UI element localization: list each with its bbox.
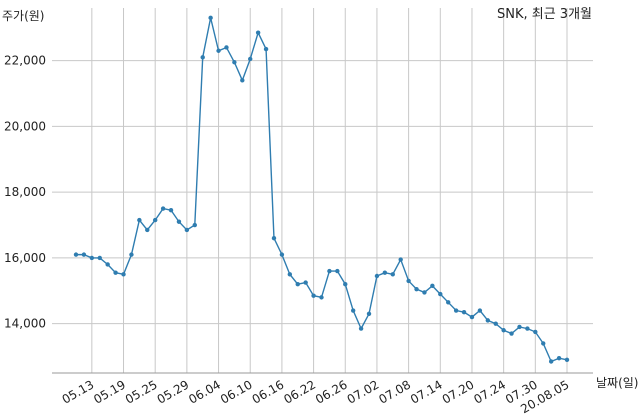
- y-gridlines: [52, 60, 593, 325]
- data-point: [533, 329, 538, 335]
- data-point: [263, 46, 269, 52]
- data-point: [295, 282, 300, 287]
- data-point: [184, 227, 190, 233]
- data-point: [240, 78, 245, 83]
- data-point: [319, 295, 324, 300]
- data-point: [216, 48, 221, 53]
- data-point: [97, 255, 102, 261]
- x-tick-label: 07.20: [440, 377, 477, 406]
- x-tick-label: 05.19: [91, 377, 128, 406]
- x-gridlines: [91, 8, 568, 373]
- data-point: [343, 282, 348, 287]
- data-point: [176, 219, 182, 224]
- data-point: [374, 273, 380, 279]
- data-point: [461, 309, 467, 315]
- data-point: [73, 252, 79, 257]
- data-point: [311, 293, 316, 298]
- data-point: [366, 311, 372, 317]
- data-point: [501, 328, 506, 333]
- x-tick-label: 05.29: [155, 377, 192, 406]
- data-point: [541, 341, 546, 346]
- data-point: [168, 208, 174, 213]
- series-line: [76, 17, 568, 363]
- y-tick-label: 20,000: [4, 119, 46, 133]
- x-axis-title: 날짜(일): [596, 376, 638, 390]
- data-point: [390, 272, 395, 277]
- data-point: [358, 326, 364, 331]
- data-point: [113, 270, 118, 275]
- data-point: [556, 356, 562, 361]
- data-point: [422, 290, 427, 295]
- data-point: [525, 326, 530, 331]
- data-point: [105, 262, 110, 267]
- y-tick-label: 14,000: [4, 317, 46, 331]
- x-tick-label: 07.14: [408, 377, 445, 406]
- y-tick-label: 22,000: [4, 54, 46, 68]
- data-point: [327, 268, 332, 274]
- data-point: [152, 217, 158, 223]
- x-tick-label: 06.10: [218, 377, 255, 406]
- chart-title: SNK, 최근 3개월: [497, 7, 592, 22]
- x-tick-label: 07.08: [376, 377, 413, 406]
- data-point: [469, 314, 475, 320]
- x-tick-label: 05.25: [123, 377, 160, 406]
- data-point: [208, 15, 213, 21]
- data-point: [255, 30, 261, 35]
- data-point: [145, 227, 150, 233]
- data-point: [160, 206, 166, 211]
- data-point: [287, 272, 293, 277]
- data-point: [446, 300, 451, 305]
- data-point: [303, 280, 308, 285]
- x-tick-label: 07.24: [471, 377, 508, 406]
- y-tick-label: 18,000: [4, 185, 46, 199]
- x-tick-label: 06.26: [313, 377, 350, 406]
- data-point: [335, 268, 340, 274]
- data-point: [248, 56, 253, 62]
- data-point: [121, 272, 126, 277]
- y-axis-title: 주가(원): [2, 9, 44, 23]
- data-point: [232, 60, 237, 65]
- y-tick-label: 16,000: [4, 251, 46, 265]
- data-point: [224, 45, 229, 50]
- data-point: [200, 55, 205, 60]
- x-tick-labels: 05.1305.1905.2505.2906.0406.1006.1606.22…: [60, 377, 572, 414]
- x-tick-label: 07.02: [345, 377, 382, 406]
- x-tick-label: 06.22: [281, 377, 318, 406]
- x-tick-label: 05.13: [60, 377, 97, 406]
- data-point: [493, 321, 498, 326]
- data-point: [350, 308, 356, 313]
- data-point: [89, 255, 95, 261]
- data-point: [438, 291, 443, 297]
- data-point: [406, 278, 411, 284]
- series-points: [73, 15, 570, 364]
- data-point: [477, 308, 483, 313]
- data-point: [129, 252, 134, 257]
- data-point: [271, 235, 277, 241]
- y-tick-labels: 14,000 16,000 18,000 20,000 22,000: [4, 54, 46, 331]
- data-point: [414, 286, 419, 292]
- data-point: [509, 331, 514, 336]
- x-tick-label: 06.16: [250, 377, 287, 406]
- data-point: [279, 252, 285, 257]
- data-point: [548, 359, 554, 364]
- x-tick-label: 06.04: [186, 377, 223, 406]
- data-point: [485, 318, 491, 323]
- data-point: [192, 222, 197, 228]
- data-point: [382, 270, 388, 275]
- data-point: [81, 252, 87, 257]
- data-point: [564, 357, 570, 363]
- data-point: [137, 217, 142, 223]
- data-point: [453, 308, 459, 313]
- data-point: [398, 257, 403, 262]
- data-point: [517, 324, 522, 330]
- data-point: [430, 283, 435, 289]
